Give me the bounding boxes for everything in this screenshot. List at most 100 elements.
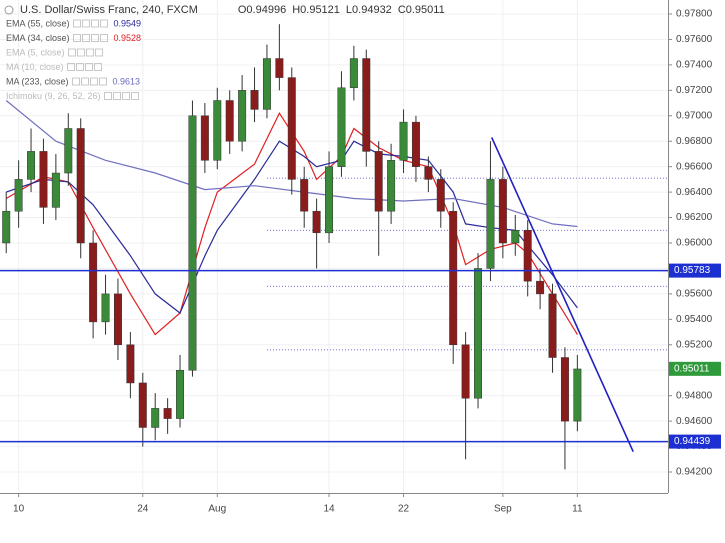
candle-body — [411, 121, 420, 167]
indicator-button — [94, 63, 102, 71]
indicator-value: 0.9549 — [114, 18, 142, 28]
indicator-button — [99, 77, 107, 86]
indicator-button — [86, 48, 94, 57]
candle-body — [573, 368, 582, 422]
candle-body — [449, 210, 458, 346]
candle-body — [498, 179, 507, 244]
candle-body — [2, 210, 11, 244]
indicator-button — [91, 19, 99, 28]
candle-body — [213, 100, 222, 161]
y-tick-label: 0.95600 — [676, 289, 713, 300]
indicator-button — [77, 48, 85, 57]
y-tick-label: 0.96600 — [676, 161, 713, 172]
indicator-button — [104, 92, 112, 100]
level-tag — [669, 263, 721, 278]
level-tag-label: 0.94439 — [674, 436, 711, 447]
indicator-button — [82, 19, 90, 28]
candle-body — [14, 179, 23, 212]
candle-body — [523, 230, 532, 282]
candle-body — [387, 160, 396, 212]
status-dot — [4, 5, 14, 15]
candle-body — [399, 121, 408, 161]
y-tick-label: 0.96400 — [676, 187, 713, 198]
y-tick-label: 0.97800 — [676, 9, 713, 20]
candle-body — [300, 179, 309, 212]
indicator-label: MA (233, close) — [6, 76, 69, 86]
candle-body — [163, 408, 172, 419]
candle-body — [238, 90, 247, 142]
candle-body — [461, 344, 470, 399]
candle-body — [362, 58, 371, 152]
candle-body — [51, 172, 60, 208]
indicator-button — [95, 48, 103, 57]
indicator-label: EMA (5, close) — [6, 47, 65, 57]
candle-body — [126, 344, 135, 384]
y-tick-label: 0.94800 — [676, 390, 713, 401]
indicator-button — [100, 19, 108, 28]
ohlc-value: L0.94932 — [346, 4, 392, 16]
indicator-button — [67, 63, 75, 71]
candle-body — [436, 179, 445, 212]
indicator-button — [72, 77, 80, 86]
candle-body — [548, 293, 557, 358]
candle-body — [101, 293, 110, 323]
last-price-label: 0.95011 — [674, 363, 710, 374]
candle-body — [176, 369, 185, 419]
y-tick-label: 0.95400 — [676, 314, 713, 325]
candle-body — [374, 151, 383, 212]
indicator-button — [113, 92, 121, 100]
candle-body — [89, 242, 98, 323]
y-tick-label: 0.97600 — [676, 34, 713, 45]
indicator-button — [131, 92, 139, 100]
candle-body — [225, 100, 234, 142]
candle-body — [39, 151, 48, 208]
candle-body — [337, 87, 346, 167]
candle-body — [287, 77, 296, 180]
indicator-button — [68, 48, 76, 57]
y-tick-label: 0.97200 — [676, 85, 713, 96]
indicator-button — [90, 77, 98, 86]
candle-body — [486, 179, 495, 269]
chart-title: U.S. Dollar/Swiss Franc, 240, FXCM — [20, 4, 198, 16]
x-tick-label: 14 — [323, 504, 335, 515]
x-tick-label: Sep — [494, 504, 512, 515]
indicator-button — [82, 34, 90, 42]
candle-body — [138, 382, 147, 428]
candle-body — [27, 151, 36, 180]
indicator-button — [91, 34, 99, 42]
candle-body — [188, 115, 197, 371]
candle-body — [64, 128, 73, 174]
y-tick-label: 0.97400 — [676, 60, 713, 71]
indicator-button — [100, 34, 108, 42]
y-tick-label: 0.96200 — [676, 212, 713, 223]
ohlc-value: H0.95121 — [292, 4, 340, 16]
candle-body — [511, 230, 520, 244]
candle-body — [312, 210, 321, 234]
ohlc-value: O0.94996 — [238, 4, 286, 16]
y-tick-label: 0.96000 — [676, 238, 713, 249]
indicator-label: EMA (34, close) — [6, 33, 70, 43]
last-price-tag — [669, 361, 721, 376]
x-tick-label: 24 — [137, 504, 149, 515]
indicator-button — [81, 77, 89, 86]
y-tick-label: 0.96800 — [676, 136, 713, 147]
x-tick-label: 22 — [398, 504, 410, 515]
candle-body — [262, 58, 271, 110]
x-tick-label: 10 — [13, 504, 25, 515]
indicator-button — [122, 92, 130, 100]
y-tick-label: 0.94600 — [676, 416, 713, 427]
level-tag — [669, 434, 721, 449]
ohlc-value: C0.95011 — [398, 4, 445, 16]
indicator-value: 0.9613 — [113, 76, 141, 86]
candle-body — [76, 128, 85, 244]
candle-body — [349, 58, 358, 89]
indicator-label: EMA (55, close) — [6, 18, 70, 28]
candle-body — [560, 357, 569, 422]
indicator-label: MA (10, close) — [6, 62, 64, 72]
candle-body — [151, 408, 160, 428]
candle-body — [200, 115, 209, 161]
candle-body — [536, 280, 545, 295]
candle-body — [325, 166, 334, 234]
level-tag-label: 0.95783 — [674, 265, 711, 276]
